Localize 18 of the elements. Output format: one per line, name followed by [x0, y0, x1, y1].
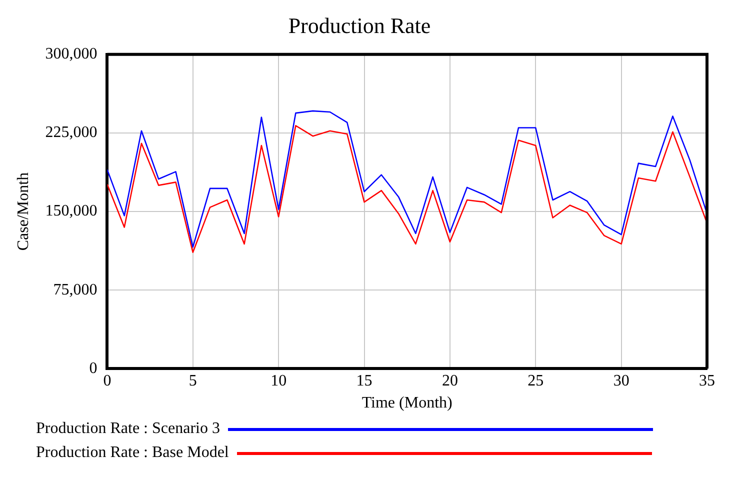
y-tick-label: 225,000 — [45, 124, 98, 142]
x-tick-label: 25 — [528, 372, 544, 390]
y-tick-label: 150,000 — [45, 202, 98, 220]
x-tick-label: 15 — [356, 372, 372, 390]
y-tick-label: 75,000 — [53, 281, 98, 298]
x-tick-label: 20 — [442, 372, 458, 390]
y-tick-label: 300,000 — [45, 46, 98, 63]
x-tick-label: 35 — [699, 372, 715, 390]
x-tick-label: 0 — [103, 372, 112, 390]
y-tick-label: 0 — [89, 360, 98, 377]
x-tick-label: 5 — [188, 372, 197, 390]
y-axis-title: Case/Month — [14, 172, 32, 251]
legend-label: Production Rate : Scenario 3 — [36, 420, 220, 438]
chart-title: Production Rate — [288, 12, 431, 38]
legend-label: Production Rate : Base Model — [36, 444, 229, 462]
x-tick-label: 30 — [613, 372, 630, 390]
x-tick-label: 10 — [270, 372, 287, 390]
x-axis-title: Time (Month) — [362, 394, 452, 412]
